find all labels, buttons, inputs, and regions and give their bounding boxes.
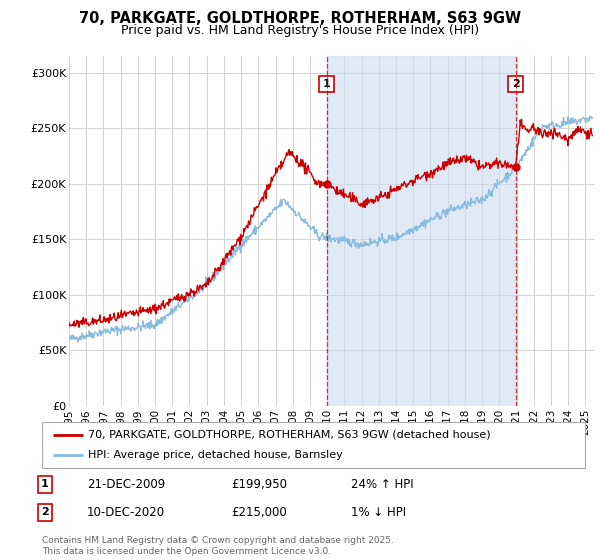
Text: 70, PARKGATE, GOLDTHORPE, ROTHERHAM, S63 9GW: 70, PARKGATE, GOLDTHORPE, ROTHERHAM, S63…: [79, 11, 521, 26]
Text: 1% ↓ HPI: 1% ↓ HPI: [351, 506, 406, 519]
Text: 1: 1: [323, 79, 331, 89]
Text: 70, PARKGATE, GOLDTHORPE, ROTHERHAM, S63 9GW (detached house): 70, PARKGATE, GOLDTHORPE, ROTHERHAM, S63…: [88, 430, 491, 440]
Text: 1: 1: [41, 479, 49, 489]
Text: Price paid vs. HM Land Registry's House Price Index (HPI): Price paid vs. HM Land Registry's House …: [121, 24, 479, 37]
Text: 21-DEC-2009: 21-DEC-2009: [87, 478, 165, 491]
Text: 2: 2: [512, 79, 520, 89]
Text: £215,000: £215,000: [231, 506, 287, 519]
Text: HPI: Average price, detached house, Barnsley: HPI: Average price, detached house, Barn…: [88, 450, 343, 460]
Bar: [326, 56, 515, 406]
Text: £199,950: £199,950: [231, 478, 287, 491]
Text: 2: 2: [41, 507, 49, 517]
Text: 10-DEC-2020: 10-DEC-2020: [87, 506, 165, 519]
Text: 24% ↑ HPI: 24% ↑ HPI: [351, 478, 413, 491]
Text: Contains HM Land Registry data © Crown copyright and database right 2025.
This d: Contains HM Land Registry data © Crown c…: [42, 536, 394, 556]
